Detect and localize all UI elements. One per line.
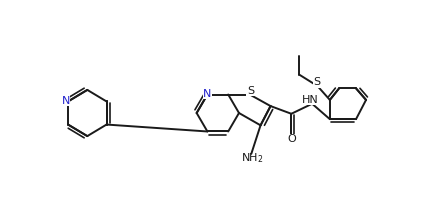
Text: N: N	[203, 89, 212, 99]
Text: S: S	[247, 86, 254, 96]
Text: N: N	[62, 96, 70, 106]
Text: HN: HN	[302, 95, 319, 105]
Text: S: S	[313, 77, 320, 87]
Text: NH$_2$: NH$_2$	[241, 152, 264, 165]
Text: O: O	[288, 134, 297, 144]
